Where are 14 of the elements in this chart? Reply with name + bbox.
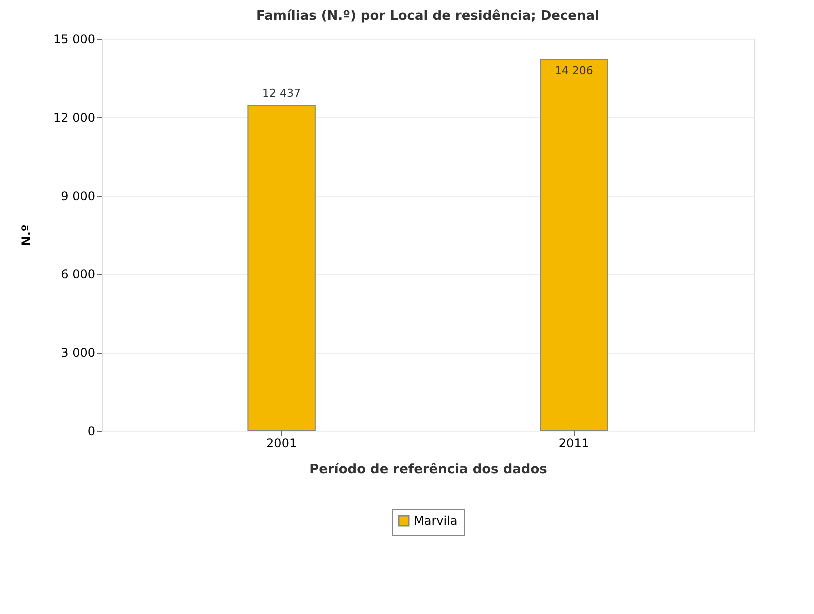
legend-label: Marvila (414, 514, 458, 528)
y-tick-label: 9 000 (61, 189, 96, 204)
x-tick-label: 2011 (558, 436, 590, 450)
y-tick-label: 6 000 (61, 268, 96, 282)
y-tick-label: 15 000 (54, 32, 96, 46)
y-tick-label: 3 000 (61, 346, 96, 360)
data-label: 12 437 (262, 86, 302, 100)
y-tick-label: 0 (88, 424, 96, 438)
x-tick-label: 2001 (266, 436, 298, 450)
y-tick-label: 12 000 (54, 110, 96, 125)
data-label: 14 206 (554, 64, 594, 78)
y-axis-title: N.º (20, 224, 34, 246)
x-axis-title: Período de referência dos dados (310, 462, 548, 478)
chart-title: Famílias (N.º) por Local de residência; Decenal (256, 9, 600, 24)
